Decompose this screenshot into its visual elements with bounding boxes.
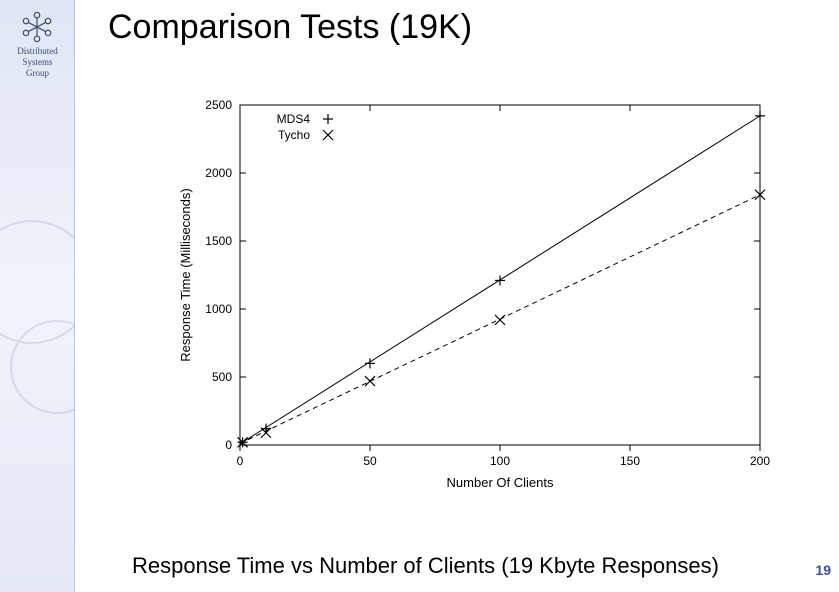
dsg-logo-icon xyxy=(20,10,54,44)
svg-text:1000: 1000 xyxy=(205,302,232,316)
sidebar-group-label: Distributed Systems Group xyxy=(0,46,75,79)
svg-text:200: 200 xyxy=(750,454,770,468)
sidebar-decoration xyxy=(0,0,74,592)
svg-text:0: 0 xyxy=(237,454,244,468)
svg-text:500: 500 xyxy=(212,370,232,384)
response-time-chart: 05010015020005001000150020002500Number O… xyxy=(170,85,770,505)
svg-text:MDS4: MDS4 xyxy=(277,112,311,126)
svg-text:Response Time (Milliseconds): Response Time (Milliseconds) xyxy=(178,188,193,361)
sidebar-label-line1: Distributed xyxy=(0,46,75,57)
sidebar-label-line3: Group xyxy=(0,68,75,79)
slide-caption: Response Time vs Number of Clients (19 K… xyxy=(132,553,719,579)
page-number: 19 xyxy=(815,562,831,578)
svg-text:0: 0 xyxy=(225,438,232,452)
svg-text:Tycho: Tycho xyxy=(278,128,310,142)
sidebar-label-line2: Systems xyxy=(0,57,75,68)
svg-text:100: 100 xyxy=(490,454,510,468)
svg-text:2500: 2500 xyxy=(205,98,232,112)
slide-title: Comparison Tests (19K) xyxy=(108,8,472,47)
svg-text:Number Of Clients: Number Of Clients xyxy=(447,475,554,490)
svg-text:1500: 1500 xyxy=(205,234,232,248)
svg-text:2000: 2000 xyxy=(205,166,232,180)
svg-text:50: 50 xyxy=(363,454,377,468)
svg-text:150: 150 xyxy=(620,454,640,468)
sidebar: Distributed Systems Group xyxy=(0,0,75,592)
